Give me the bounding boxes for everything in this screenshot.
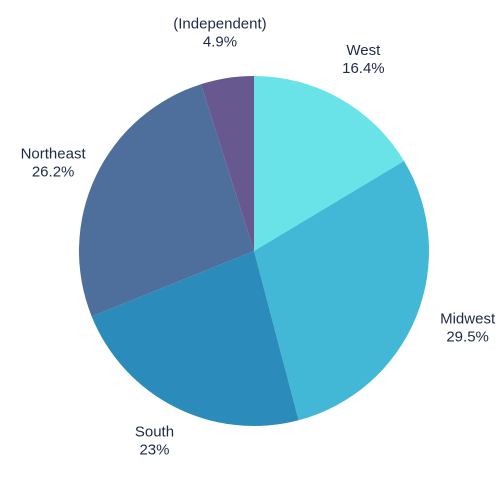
pie-slice-west [254,76,405,251]
pie-label-name: South [135,423,174,440]
pie-label-value: 4.9% [203,34,237,51]
pie-label-name: (Independent) [173,16,266,33]
pie-label-name: Northeast [21,145,87,162]
pie-slice-independent [200,76,254,251]
pie-slices [78,76,429,426]
pie-label-name: West [346,42,381,59]
pie-label-value: 23% [139,441,169,458]
pie-slice-south [91,251,299,426]
pie-label-name: Midwest [440,311,496,328]
pie-label-value: 26.2% [32,163,75,180]
pie-label-value: 16.4% [342,60,385,77]
pie-slice-northeast [78,84,254,317]
pie-label-value: 29.5% [446,329,489,346]
pie-slice-midwest [254,160,429,421]
